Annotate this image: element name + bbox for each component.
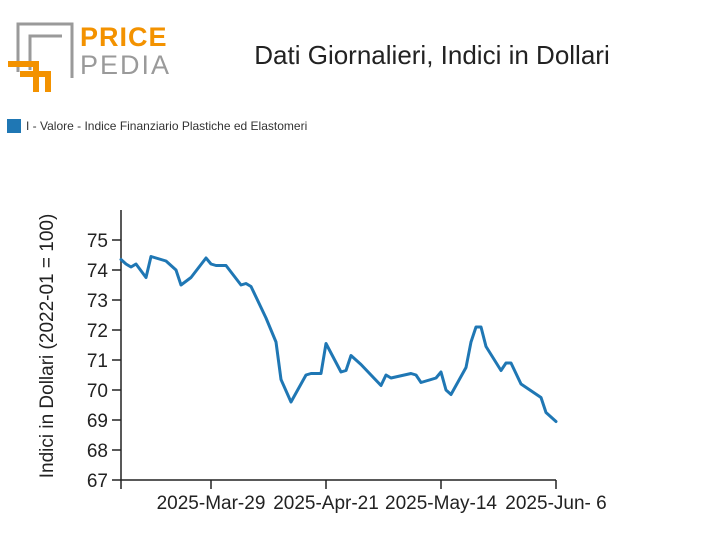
series-line-0[interactable] bbox=[119, 255, 558, 423]
y-tick-label: 69 bbox=[87, 411, 108, 432]
logo-mark-icon bbox=[8, 22, 74, 92]
x-axis: 2025-Mar-29 2025-Apr-21 2025-May-14 2025-Ju… bbox=[120, 479, 607, 514]
x-tick-label: 2025-Apr-21 bbox=[273, 493, 379, 514]
y-tick-label: 72 bbox=[87, 321, 108, 342]
legend[interactable]: I - Valore - Indice Finanziario Plastich… bbox=[7, 119, 307, 133]
y-tick-label: 73 bbox=[87, 291, 108, 312]
logo-text-price: PRICE bbox=[80, 22, 168, 52]
logo-text-pedia: PEDIA bbox=[80, 50, 172, 80]
y-tick-label: 75 bbox=[87, 231, 108, 252]
y-tick-label: 71 bbox=[87, 351, 108, 372]
x-tick-label: 2025-Jun- 6 bbox=[505, 493, 606, 514]
legend-swatch bbox=[7, 119, 21, 133]
x-tick-label: 2025-May-14 bbox=[385, 493, 497, 514]
y-axis-label: Indici in Dollari (2022-01 = 100) bbox=[37, 214, 58, 479]
y-tick-label: 70 bbox=[87, 381, 108, 402]
pricepedia-logo: PRICE PEDIA bbox=[8, 22, 172, 94]
x-tick-label: 2025-Mar-29 bbox=[157, 493, 266, 514]
series-group bbox=[119, 255, 558, 423]
y-axis: 67 68 69 70 71 72 73 74 75 bbox=[87, 210, 122, 492]
y-tick-label: 67 bbox=[87, 471, 108, 492]
chart-title: Dati Giornalieri, Indici in Dollari bbox=[254, 40, 610, 70]
legend-label: I - Valore - Indice Finanziario Plastich… bbox=[26, 119, 308, 133]
y-tick-label: 74 bbox=[87, 261, 109, 282]
y-tick-label: 68 bbox=[87, 441, 108, 462]
